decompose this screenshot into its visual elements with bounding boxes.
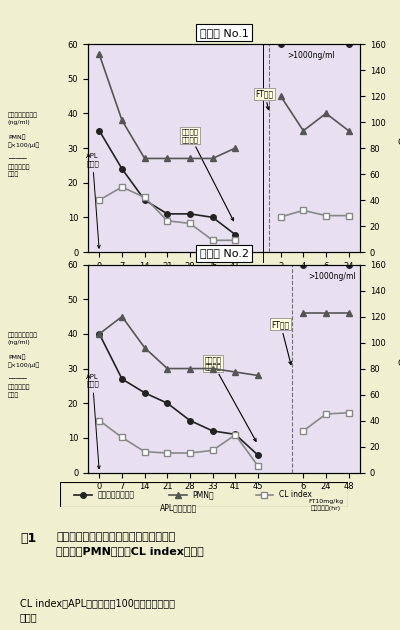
Text: 血中チアミン濃度: 血中チアミン濃度 xyxy=(98,490,134,499)
Text: FT10mg/kg
投与後時間(hr): FT10mg/kg 投与後時間(hr) xyxy=(297,279,332,290)
Text: FT10mg/kg
投与後時間(hr): FT10mg/kg 投与後時間(hr) xyxy=(308,500,344,511)
Text: FT投与: FT投与 xyxy=(256,89,274,110)
Title: めん羊 No.1: めん羊 No.1 xyxy=(200,28,248,38)
Text: 血中チアミン濃度
(ng/ml)

PMN数
（×100/μl）

─────
チアミン欠乏
レベル: 血中チアミン濃度 (ng/ml) PMN数 （×100/μl） ───── チア… xyxy=(8,112,40,178)
Text: 図1: 図1 xyxy=(20,532,36,546)
Text: 血中チアミン濃度
(ng/ml)

PMN数
（×100/μl）

─────
チアミン欠乏
レベル: 血中チアミン濃度 (ng/ml) PMN数 （×100/μl） ───── チア… xyxy=(8,333,40,398)
Text: チアミン欠乏めん羊における血中チアミ
ン濃度，PMN数及びCL indexの推移: チアミン欠乏めん羊における血中チアミ ン濃度，PMN数及びCL indexの推移 xyxy=(56,532,204,556)
Text: APL投与（日）: APL投与（日） xyxy=(160,503,197,512)
Text: PMN数: PMN数 xyxy=(192,490,214,499)
Text: >1000ng/ml: >1000ng/ml xyxy=(308,272,356,280)
Title: めん羊 No.2: めん羊 No.2 xyxy=(200,248,248,258)
Text: APL投与（日）: APL投与（日） xyxy=(149,282,186,292)
Text: >1000ng/ml: >1000ng/ml xyxy=(288,51,335,60)
Text: 脳波異常
食欲低下: 脳波異常 食欲低下 xyxy=(182,129,234,220)
Text: CL indexはAPL投与前値を100とした相対値で
表示。: CL indexはAPL投与前値を100とした相対値で 表示。 xyxy=(20,598,175,622)
Y-axis label: CL index
(%): CL index (%) xyxy=(398,359,400,378)
Y-axis label: CL index
(%): CL index (%) xyxy=(398,139,400,158)
Text: 脳波異常
食欲低下: 脳波異常 食欲低下 xyxy=(204,356,256,441)
Text: APL
投与前: APL 投与前 xyxy=(86,374,100,469)
Text: FT投与: FT投与 xyxy=(272,320,292,365)
Text: APL
投与前: APL 投与前 xyxy=(86,153,100,248)
Text: CL index: CL index xyxy=(279,490,312,499)
